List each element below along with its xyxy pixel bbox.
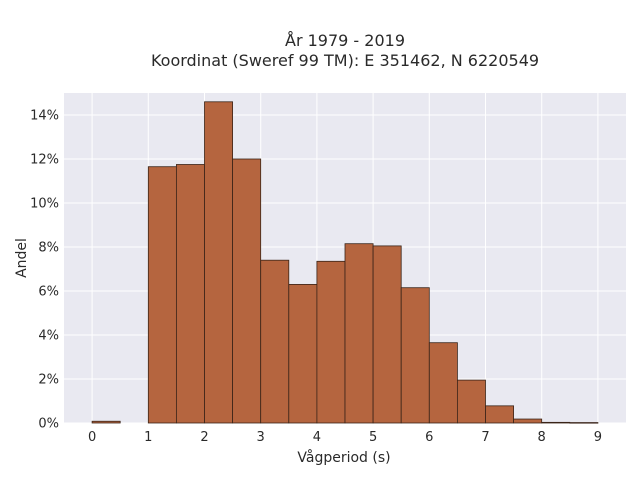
histogram-bar xyxy=(344,243,374,424)
x-tick-label: 6 xyxy=(425,430,433,445)
x-axis-label: Vågperiod (s) xyxy=(297,449,390,466)
histogram-bar xyxy=(400,287,430,424)
x-tick-label: 7 xyxy=(481,430,489,445)
x-tick-label: 0 xyxy=(88,430,96,445)
histogram-bar xyxy=(541,421,571,424)
histogram-bar xyxy=(485,405,515,424)
x-tick-label: 5 xyxy=(369,430,377,445)
y-tick-label: 0% xyxy=(38,417,59,432)
y-tick-label: 8% xyxy=(38,241,59,256)
y-axis-label: Andel xyxy=(14,238,30,278)
histogram-bar xyxy=(316,260,346,424)
chart-subtitle: Koordinat (Sweref 99 TM): E 351462, N 62… xyxy=(151,51,539,70)
x-tick-label: 2 xyxy=(200,430,208,445)
histogram-bar xyxy=(456,379,486,424)
y-tick-label: 10% xyxy=(30,197,59,212)
y-tick-label: 4% xyxy=(38,329,59,344)
x-tick-label: 1 xyxy=(144,430,152,445)
chart-title: År 1979 - 2019 xyxy=(285,31,405,50)
histogram-bar xyxy=(569,422,599,424)
x-tick-label: 3 xyxy=(257,430,265,445)
histogram-bar xyxy=(428,342,458,424)
x-tick-label: 9 xyxy=(594,430,602,445)
histogram-bar xyxy=(175,164,205,424)
histogram-bar xyxy=(232,158,262,424)
x-tick-label: 4 xyxy=(313,430,321,445)
x-axis-ticks: 0 1 2 3 4 5 6 7 8 9 xyxy=(88,430,602,445)
histogram-bar xyxy=(288,283,318,424)
y-tick-label: 14% xyxy=(30,109,59,124)
x-tick-label: 8 xyxy=(538,430,546,445)
histogram-bar xyxy=(260,259,290,424)
y-tick-label: 2% xyxy=(38,373,59,388)
y-tick-label: 12% xyxy=(30,153,59,168)
bars xyxy=(91,101,599,424)
y-axis-ticks: 0% 2% 4% 6% 8% 10% 12% 14% xyxy=(30,109,59,432)
histogram-bar xyxy=(513,418,543,424)
histogram-bar xyxy=(372,245,402,424)
y-tick-label: 6% xyxy=(38,285,59,300)
histogram-bar xyxy=(91,420,121,424)
histogram-bar xyxy=(147,166,177,424)
histogram-bar xyxy=(204,101,234,424)
